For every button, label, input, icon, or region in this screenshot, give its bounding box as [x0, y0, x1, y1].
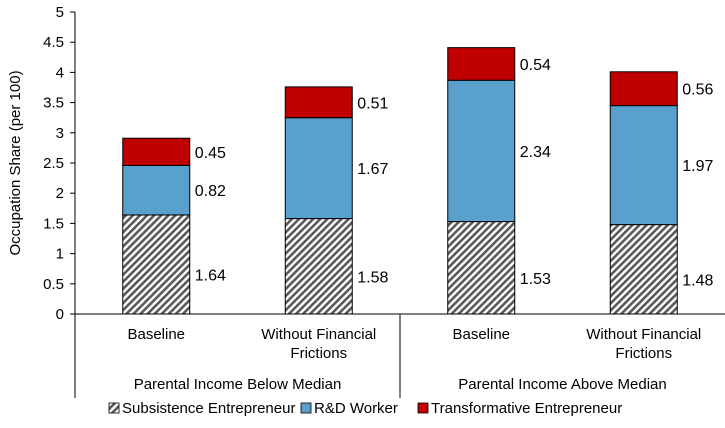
bar-segment-r-d-worker: [609, 105, 678, 226]
data-label: 0.51: [357, 95, 388, 112]
data-label: 0.82: [195, 183, 226, 200]
y-tick-label: 3.5: [43, 95, 64, 112]
group-label: Parental Income Below Median: [134, 376, 342, 393]
legend-swatch: [417, 402, 429, 414]
bar-segment-subsistence-entrepreneur: [447, 221, 516, 315]
bar-segment-transformative-entrepreneur: [122, 137, 191, 166]
category-label: Frictions: [615, 345, 672, 362]
category-label: Baseline: [452, 326, 510, 343]
category-label: Baseline: [127, 326, 185, 343]
legend: Subsistence Entrepreneur R&D Worker Transf…: [108, 400, 622, 417]
category-label: Without Financial: [586, 326, 701, 343]
legend-swatch: [300, 402, 312, 414]
data-label: 0.54: [520, 57, 551, 74]
bar-segment-transformative-entrepreneur: [609, 71, 678, 107]
legend-entry: R&D Worker: [314, 400, 398, 417]
group-label: Parental Income Above Median: [458, 376, 666, 393]
bar-segment-subsistence-entrepreneur: [122, 214, 191, 315]
bar-segment-subsistence-entrepreneur: [609, 224, 678, 315]
legend-entry: Transformative Entrepreneur: [431, 400, 622, 417]
bar-segment-r-d-worker: [447, 79, 516, 223]
y-tick-label: 0: [56, 306, 64, 323]
y-tick-label: 5: [56, 4, 64, 21]
bar-segment-transformative-entrepreneur: [284, 86, 353, 119]
legend-entry: Subsistence Entrepreneur: [122, 400, 295, 417]
y-tick-label: 0.5: [43, 276, 64, 293]
y-tick-label: 1: [56, 246, 64, 263]
bar-segment-r-d-worker: [284, 117, 353, 220]
y-tick-label: 4: [56, 64, 64, 81]
y-tick-label: 2: [56, 185, 64, 202]
y-tick-label: 1.5: [43, 215, 64, 232]
x-axis-labels: Baseline Without Financial Frictions Baseli…: [74, 314, 701, 398]
data-label: 1.64: [195, 267, 226, 284]
y-tick-label: 4.5: [43, 34, 64, 51]
y-tick-label: 3: [56, 125, 64, 142]
data-label: 0.56: [682, 82, 713, 99]
data-label: 1.53: [520, 271, 551, 288]
bar-segment-r-d-worker: [122, 164, 191, 216]
data-labels: 1.64 0.82 0.45 1.58 1.67 0.51 1.53 2.34 0.54 1.48…: [195, 57, 714, 289]
data-label: 1.97: [682, 158, 713, 175]
data-label: 1.67: [357, 161, 388, 178]
bars: [122, 47, 678, 315]
bar-segment-subsistence-entrepreneur: [284, 218, 353, 315]
data-label: 1.48: [682, 272, 713, 289]
category-label: Frictions: [290, 345, 347, 362]
category-label: Without Financial: [261, 326, 376, 343]
legend-swatch: [108, 402, 120, 414]
data-label: 1.58: [357, 269, 388, 286]
data-label: 2.34: [520, 144, 551, 161]
y-tick-label: 2.5: [43, 155, 64, 172]
y-axis-title: Occupation Share (per 100): [7, 70, 24, 255]
data-label: 0.45: [195, 145, 226, 162]
bar-segment-transformative-entrepreneur: [447, 47, 516, 81]
